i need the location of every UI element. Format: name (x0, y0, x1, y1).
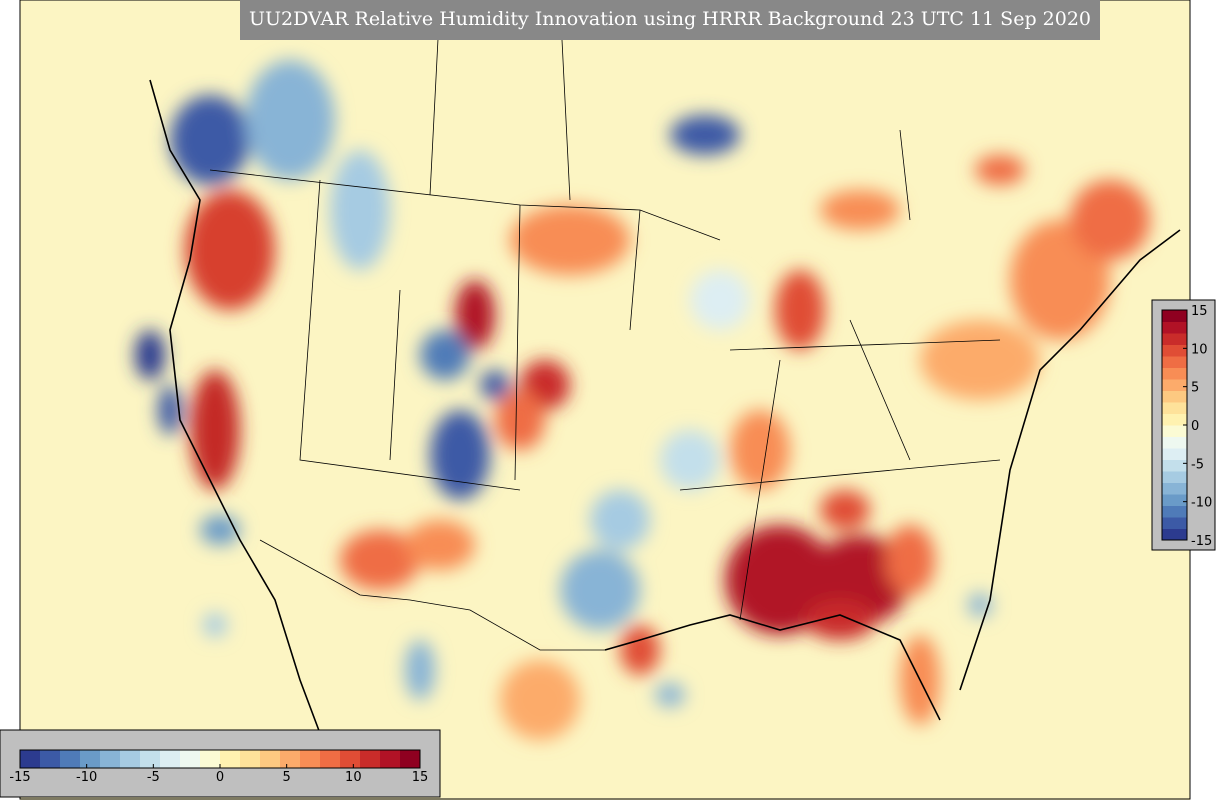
colorbar-segment (400, 750, 421, 768)
colorbar-segment (1162, 517, 1187, 529)
colorbar-segment (120, 750, 141, 768)
colorbar-segment (1162, 425, 1187, 437)
colorbar-segment (220, 750, 241, 768)
colorbar-tick-label: 5 (1191, 381, 1199, 396)
colorbar-segment (260, 750, 281, 768)
colorbar-segment (20, 750, 41, 768)
colorbar-segment (380, 750, 401, 768)
colorbar-tick-label: -5 (147, 770, 160, 785)
colorbar-segment (160, 750, 181, 768)
colorbar-tick-label: 15 (412, 770, 429, 785)
colorbar-segment (60, 750, 81, 768)
colorbar-tick-label: 0 (1191, 419, 1199, 434)
humidity-field (135, 60, 1150, 740)
colorbar-tick-label: 15 (1191, 304, 1208, 319)
colorbar-segment (1162, 505, 1187, 518)
colorbar-tick-label: 0 (216, 770, 224, 785)
colorbar-segment (1162, 356, 1187, 368)
colorbar-segment (1162, 333, 1187, 345)
colorbar-segment (340, 750, 361, 768)
colorbar-segment (1162, 494, 1187, 506)
colorbar-tick-label: 5 (283, 770, 291, 785)
colorbar-tick-label: -5 (1191, 457, 1204, 472)
colorbar-segment (1162, 344, 1187, 357)
colorbar-segment (1162, 482, 1187, 495)
colorbar-segment (40, 750, 61, 768)
colorbar-segment (1162, 528, 1187, 541)
colorbar-segment (1162, 390, 1187, 403)
colorbar-segment (140, 750, 161, 768)
colorbar-tick-label: -10 (76, 770, 97, 785)
colorbar-tick-label: -15 (9, 770, 30, 785)
colorbar-segment (1162, 367, 1187, 380)
colorbar-segment (180, 750, 201, 768)
colorbar-tick-label: -10 (1191, 496, 1212, 511)
colorbar-segment (300, 750, 321, 768)
colorbar-segment (280, 750, 301, 768)
colorbar-segment (1162, 379, 1187, 391)
colorbar-tick-label: 10 (1191, 342, 1208, 357)
colorbar-segment (360, 750, 381, 768)
colorbar-segment (100, 750, 121, 768)
colorbar-segment (80, 750, 101, 768)
colorbar-segment (1162, 448, 1187, 460)
colorbar-segment (320, 750, 341, 768)
colorbar-segment (1162, 413, 1187, 426)
colorbar-segment (1162, 471, 1187, 483)
colorbar-segment (1162, 436, 1187, 449)
colorbar-tick-label: -15 (1191, 534, 1212, 549)
colorbar-segment (240, 750, 261, 768)
colorbar-tick-label: 10 (345, 770, 362, 785)
colorbars: -15 -10 -5 0 5 10 15 -15 -10 -5 0 5 10 15 (9, 304, 1212, 785)
map-title: UU2DVAR Relative Humidity Innovation usi… (249, 8, 1091, 30)
colorbar-segment (1162, 402, 1187, 414)
colorbar-segment (1162, 459, 1187, 472)
colorbar-segment (200, 750, 221, 768)
borders (149, 0, 1181, 761)
title-box (240, 0, 1100, 40)
colorbar-segment (1162, 321, 1187, 334)
colorbar-segment (1162, 310, 1187, 322)
